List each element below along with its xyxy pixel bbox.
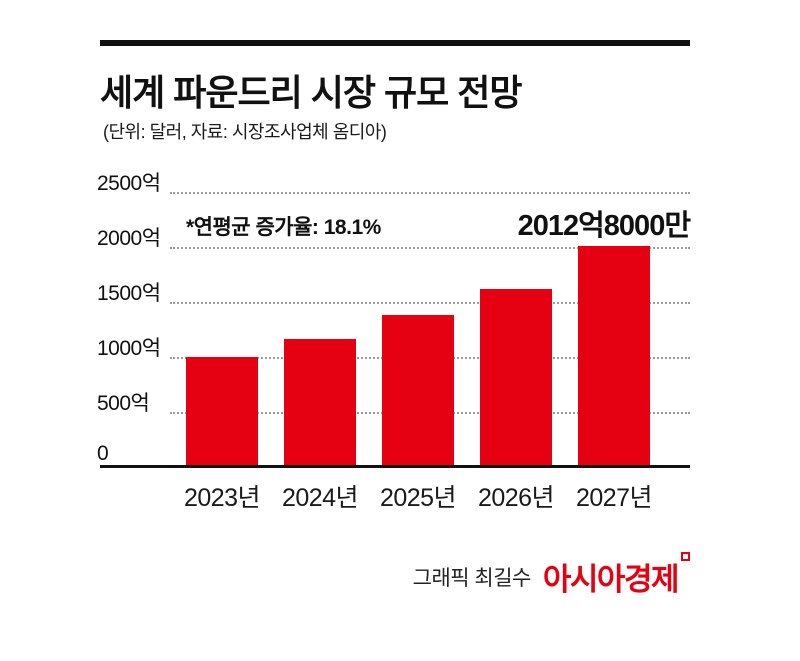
cagr-annotation: *연평균 증가율: 18.1%	[186, 216, 381, 239]
chart-subtitle: (단위: 달러, 자료: 시장조사업체 옴디아)	[103, 122, 387, 142]
x-axis-tick: 2026년	[477, 484, 555, 512]
x-axis-tick: 2024년	[281, 484, 359, 512]
y-axis-tick: 2500억	[97, 172, 161, 195]
chart-title: 세계 파운드리 시장 규모 전망	[100, 72, 522, 113]
top-rule-divider	[100, 40, 690, 46]
bar-2027년	[578, 245, 650, 467]
gridline-2500	[170, 192, 690, 194]
y-axis-tick: 1500억	[97, 282, 161, 305]
bar-2024년	[284, 339, 356, 467]
gridline-2000	[170, 247, 690, 249]
y-axis-tick: 1000억	[97, 337, 161, 360]
bar-2026년	[480, 288, 552, 467]
footer: 그래픽 최길수 아시아경제	[412, 552, 690, 599]
x-axis-tick: 2023년	[183, 484, 261, 512]
y-axis-tick: 2000억	[97, 227, 161, 250]
x-axis-line	[100, 465, 690, 468]
publisher-logo-text: 아시아경제	[542, 562, 680, 597]
last-bar-value-label: 2012억8000만	[517, 210, 691, 242]
y-axis-tick: 500억	[97, 392, 150, 415]
graphic-credit: 그래픽 최길수	[412, 566, 532, 590]
gridline-1500	[170, 302, 690, 304]
bar-2023년	[186, 357, 258, 467]
logo-square-icon	[681, 552, 690, 561]
publisher-logo: 아시아경제	[542, 552, 690, 599]
x-axis-tick: 2025년	[379, 484, 457, 512]
x-axis-tick: 2027년	[575, 484, 653, 512]
bar-2025년	[382, 315, 454, 467]
y-axis-tick: 0	[97, 442, 109, 465]
